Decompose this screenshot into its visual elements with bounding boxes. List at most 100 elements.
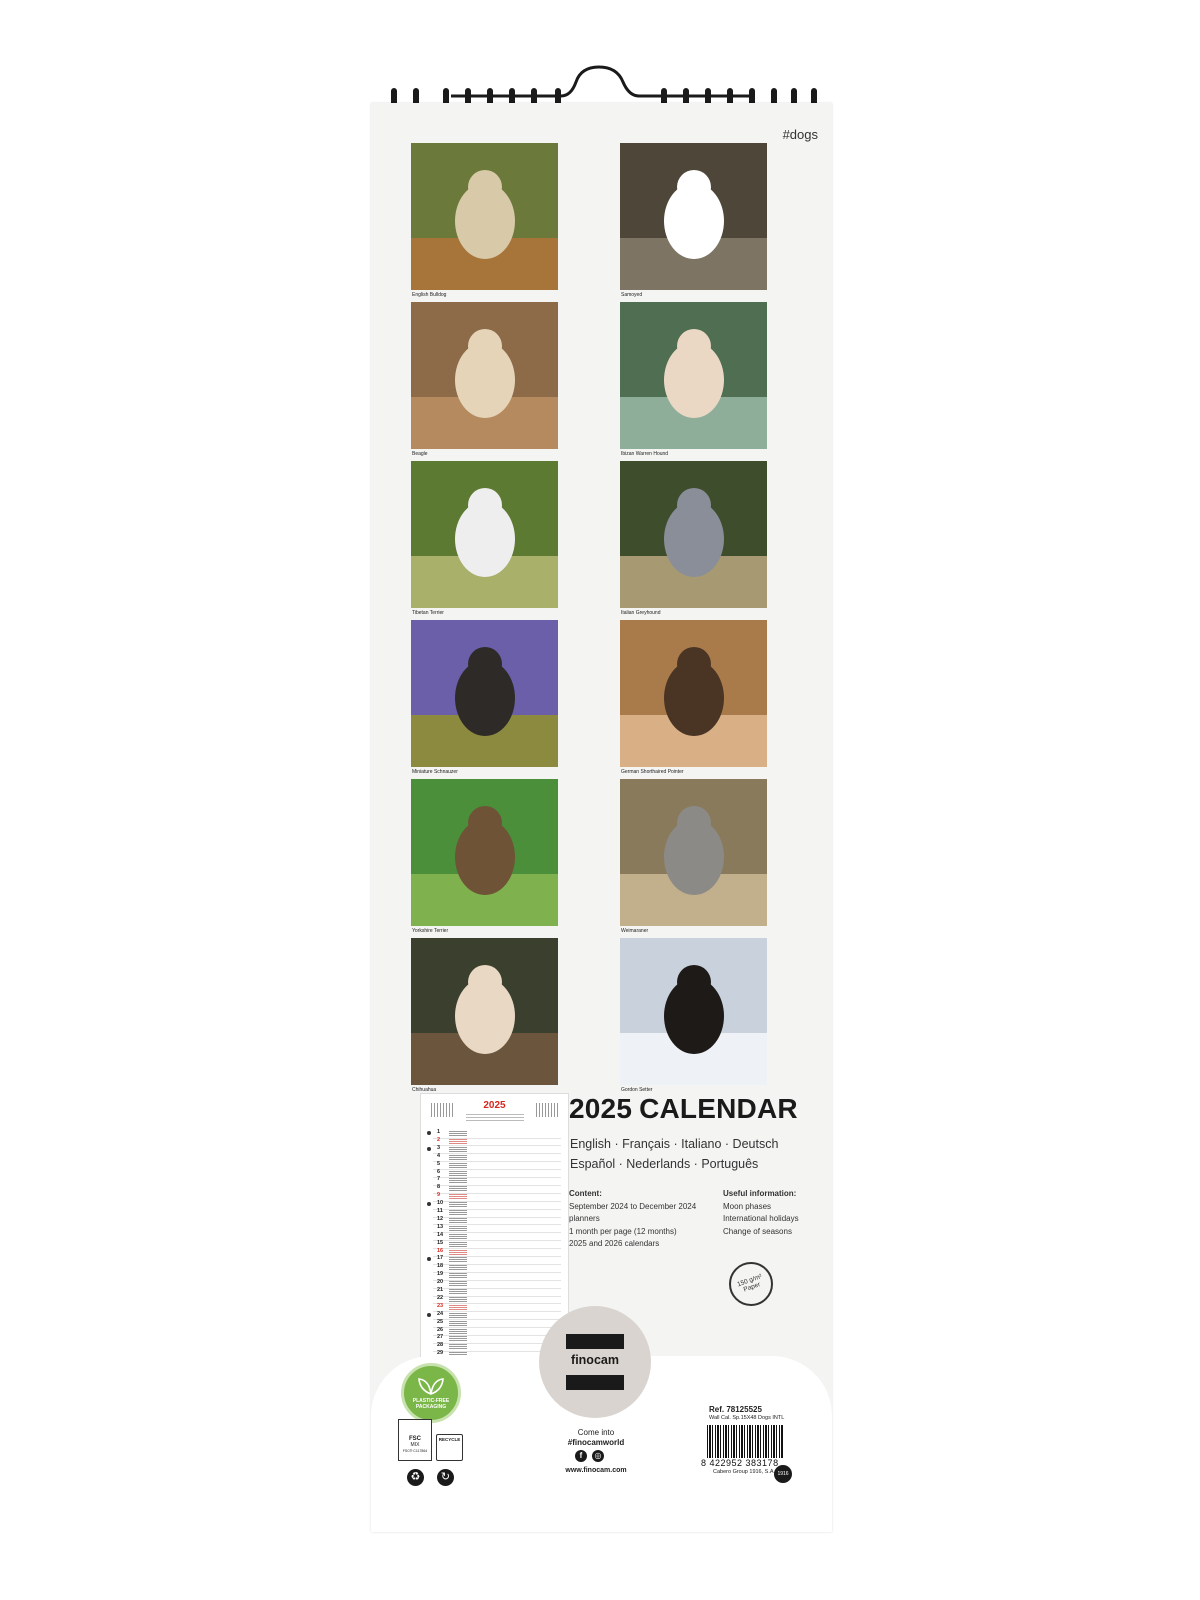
dog-photo — [411, 461, 558, 608]
planner-day-number: 12 — [437, 1215, 444, 1222]
headline-year: 2025 — [569, 1093, 633, 1124]
planner-row: 3 — [427, 1145, 561, 1155]
planner-day-number: 7 — [437, 1176, 441, 1183]
planner-day-number: 23 — [437, 1302, 444, 1309]
planner-day-text — [449, 1296, 467, 1302]
planner-row: 16 — [433, 1248, 561, 1258]
languages-line-1: English · Français · Italiano · Deutsch — [570, 1137, 779, 1151]
moon-phase-icon — [427, 1202, 431, 1207]
planner-row: 24 — [427, 1310, 561, 1321]
planner-row: 4 — [433, 1153, 561, 1163]
barcode — [707, 1425, 783, 1458]
useful-info: Useful information: Moon phases Internat… — [723, 1188, 799, 1238]
planner-row: 8 — [433, 1184, 561, 1194]
recycling-arrows-icon: ↻ — [437, 1469, 454, 1486]
ean-number: 8 422952 383178 — [701, 1458, 779, 1468]
fsc-label: FSC — [409, 1436, 421, 1442]
planner-day-text — [449, 1312, 467, 1318]
website-link[interactable]: www.finocam.com — [565, 1467, 627, 1474]
languages-line-2: Español · Nederlands · Português — [570, 1157, 759, 1171]
moon-phase-icon — [427, 1131, 431, 1135]
planner-day-text — [449, 1241, 467, 1247]
social-hashtag: #finocamworld — [567, 1438, 625, 1447]
planner-day-number: 5 — [437, 1160, 441, 1167]
planner-row: 26 — [433, 1326, 561, 1337]
planner-day-number: 2 — [437, 1136, 441, 1143]
planner-day-number: 26 — [437, 1326, 444, 1333]
leaf-icon — [418, 1378, 444, 1395]
planner-day-text — [449, 1273, 467, 1279]
company-name: Cabero Group 1916, S.A. — [713, 1469, 776, 1475]
moon-phase-icon — [427, 1146, 431, 1151]
planner-day-text — [449, 1328, 467, 1334]
planner-day-text — [449, 1289, 467, 1294]
photo-caption: Samoyed — [621, 292, 643, 298]
planner-row: 7 — [433, 1176, 561, 1186]
planner-day-text — [449, 1138, 467, 1144]
planner-row: 28 — [433, 1342, 561, 1352]
planner-day-text — [449, 1146, 467, 1152]
dog-photo — [411, 938, 558, 1085]
planner-day-text — [449, 1352, 467, 1358]
photo-caption: German Shorthaired Pointer — [621, 769, 684, 775]
planner-row: 2 — [433, 1136, 561, 1147]
planner-row: 5 — [433, 1160, 561, 1171]
photo-caption: English Bulldog — [412, 292, 447, 298]
planner-day-number: 18 — [437, 1263, 444, 1270]
planner-row: 25 — [433, 1318, 561, 1329]
planner-row: 27 — [433, 1334, 561, 1344]
planner-day-text — [449, 1265, 467, 1271]
planner-day-text — [449, 1281, 467, 1287]
photo-caption: Miniature Schnauzer — [412, 769, 458, 775]
content-line: September 2024 to December 2024 — [569, 1201, 697, 1211]
useful-line: Moon phases — [723, 1201, 772, 1211]
photo-caption: Tibetan Terrier — [412, 610, 444, 616]
dog-photo — [620, 779, 767, 926]
plastic-free-badge: PLASTIC-FREE PACKAGING — [401, 1363, 461, 1423]
planner-day-number: 8 — [437, 1184, 441, 1191]
anniversary-seal: 1916 — [774, 1465, 792, 1483]
photo-caption: Weimaraner — [621, 928, 649, 934]
planner-day-number: 25 — [437, 1318, 444, 1325]
logo-bar-bottom — [566, 1375, 624, 1390]
planner-row: 9 — [433, 1192, 561, 1202]
planner-row: 20 — [433, 1279, 561, 1289]
planner-day-text — [449, 1233, 467, 1239]
useful-line: Change of seasons — [723, 1226, 792, 1236]
planner-row: 14 — [433, 1231, 561, 1242]
planner-day-text — [449, 1336, 467, 1342]
dog-photo — [620, 938, 767, 1085]
headline: 2025 CALENDAR — [569, 1093, 798, 1125]
planner-day-number: 13 — [437, 1223, 444, 1230]
planner-row: 19 — [433, 1271, 561, 1281]
logo-word: finocam — [571, 1353, 619, 1367]
dog-photo — [620, 461, 767, 608]
planner-row: 11 — [433, 1208, 561, 1218]
facebook-icon[interactable]: f — [575, 1450, 587, 1462]
planner-day-text — [449, 1162, 467, 1168]
planner-day-number: 14 — [437, 1231, 444, 1238]
planner-day-number: 22 — [437, 1294, 444, 1301]
planner-day-text — [449, 1304, 467, 1310]
dog-photo — [620, 620, 767, 767]
planner-day-text — [449, 1210, 467, 1215]
content-line: 2025 and 2026 calendars — [569, 1239, 660, 1248]
planner-day-number: 20 — [437, 1279, 444, 1286]
content-line: planners — [569, 1214, 600, 1223]
fsc-code: FSC® C117864 — [402, 1449, 428, 1453]
planner-day-text — [449, 1257, 467, 1263]
dog-photo — [411, 302, 558, 449]
planner-day-number: 28 — [437, 1342, 444, 1349]
planner-day-number: 9 — [437, 1192, 441, 1199]
useful-heading: Useful information: — [723, 1189, 797, 1198]
green-dot-icon: ♻ — [407, 1469, 424, 1486]
planner-row: 10 — [427, 1200, 561, 1210]
planner-day-number: 24 — [437, 1310, 444, 1317]
instagram-icon[interactable]: ◎ — [592, 1450, 604, 1462]
mini-calendar-left — [431, 1103, 453, 1117]
planner-row: 15 — [433, 1240, 561, 1250]
planner-row: 6 — [433, 1169, 561, 1179]
planner-day-text — [449, 1249, 467, 1255]
planner-day-number: 19 — [437, 1271, 444, 1278]
recycle-icon: RECYCLE — [436, 1434, 463, 1461]
